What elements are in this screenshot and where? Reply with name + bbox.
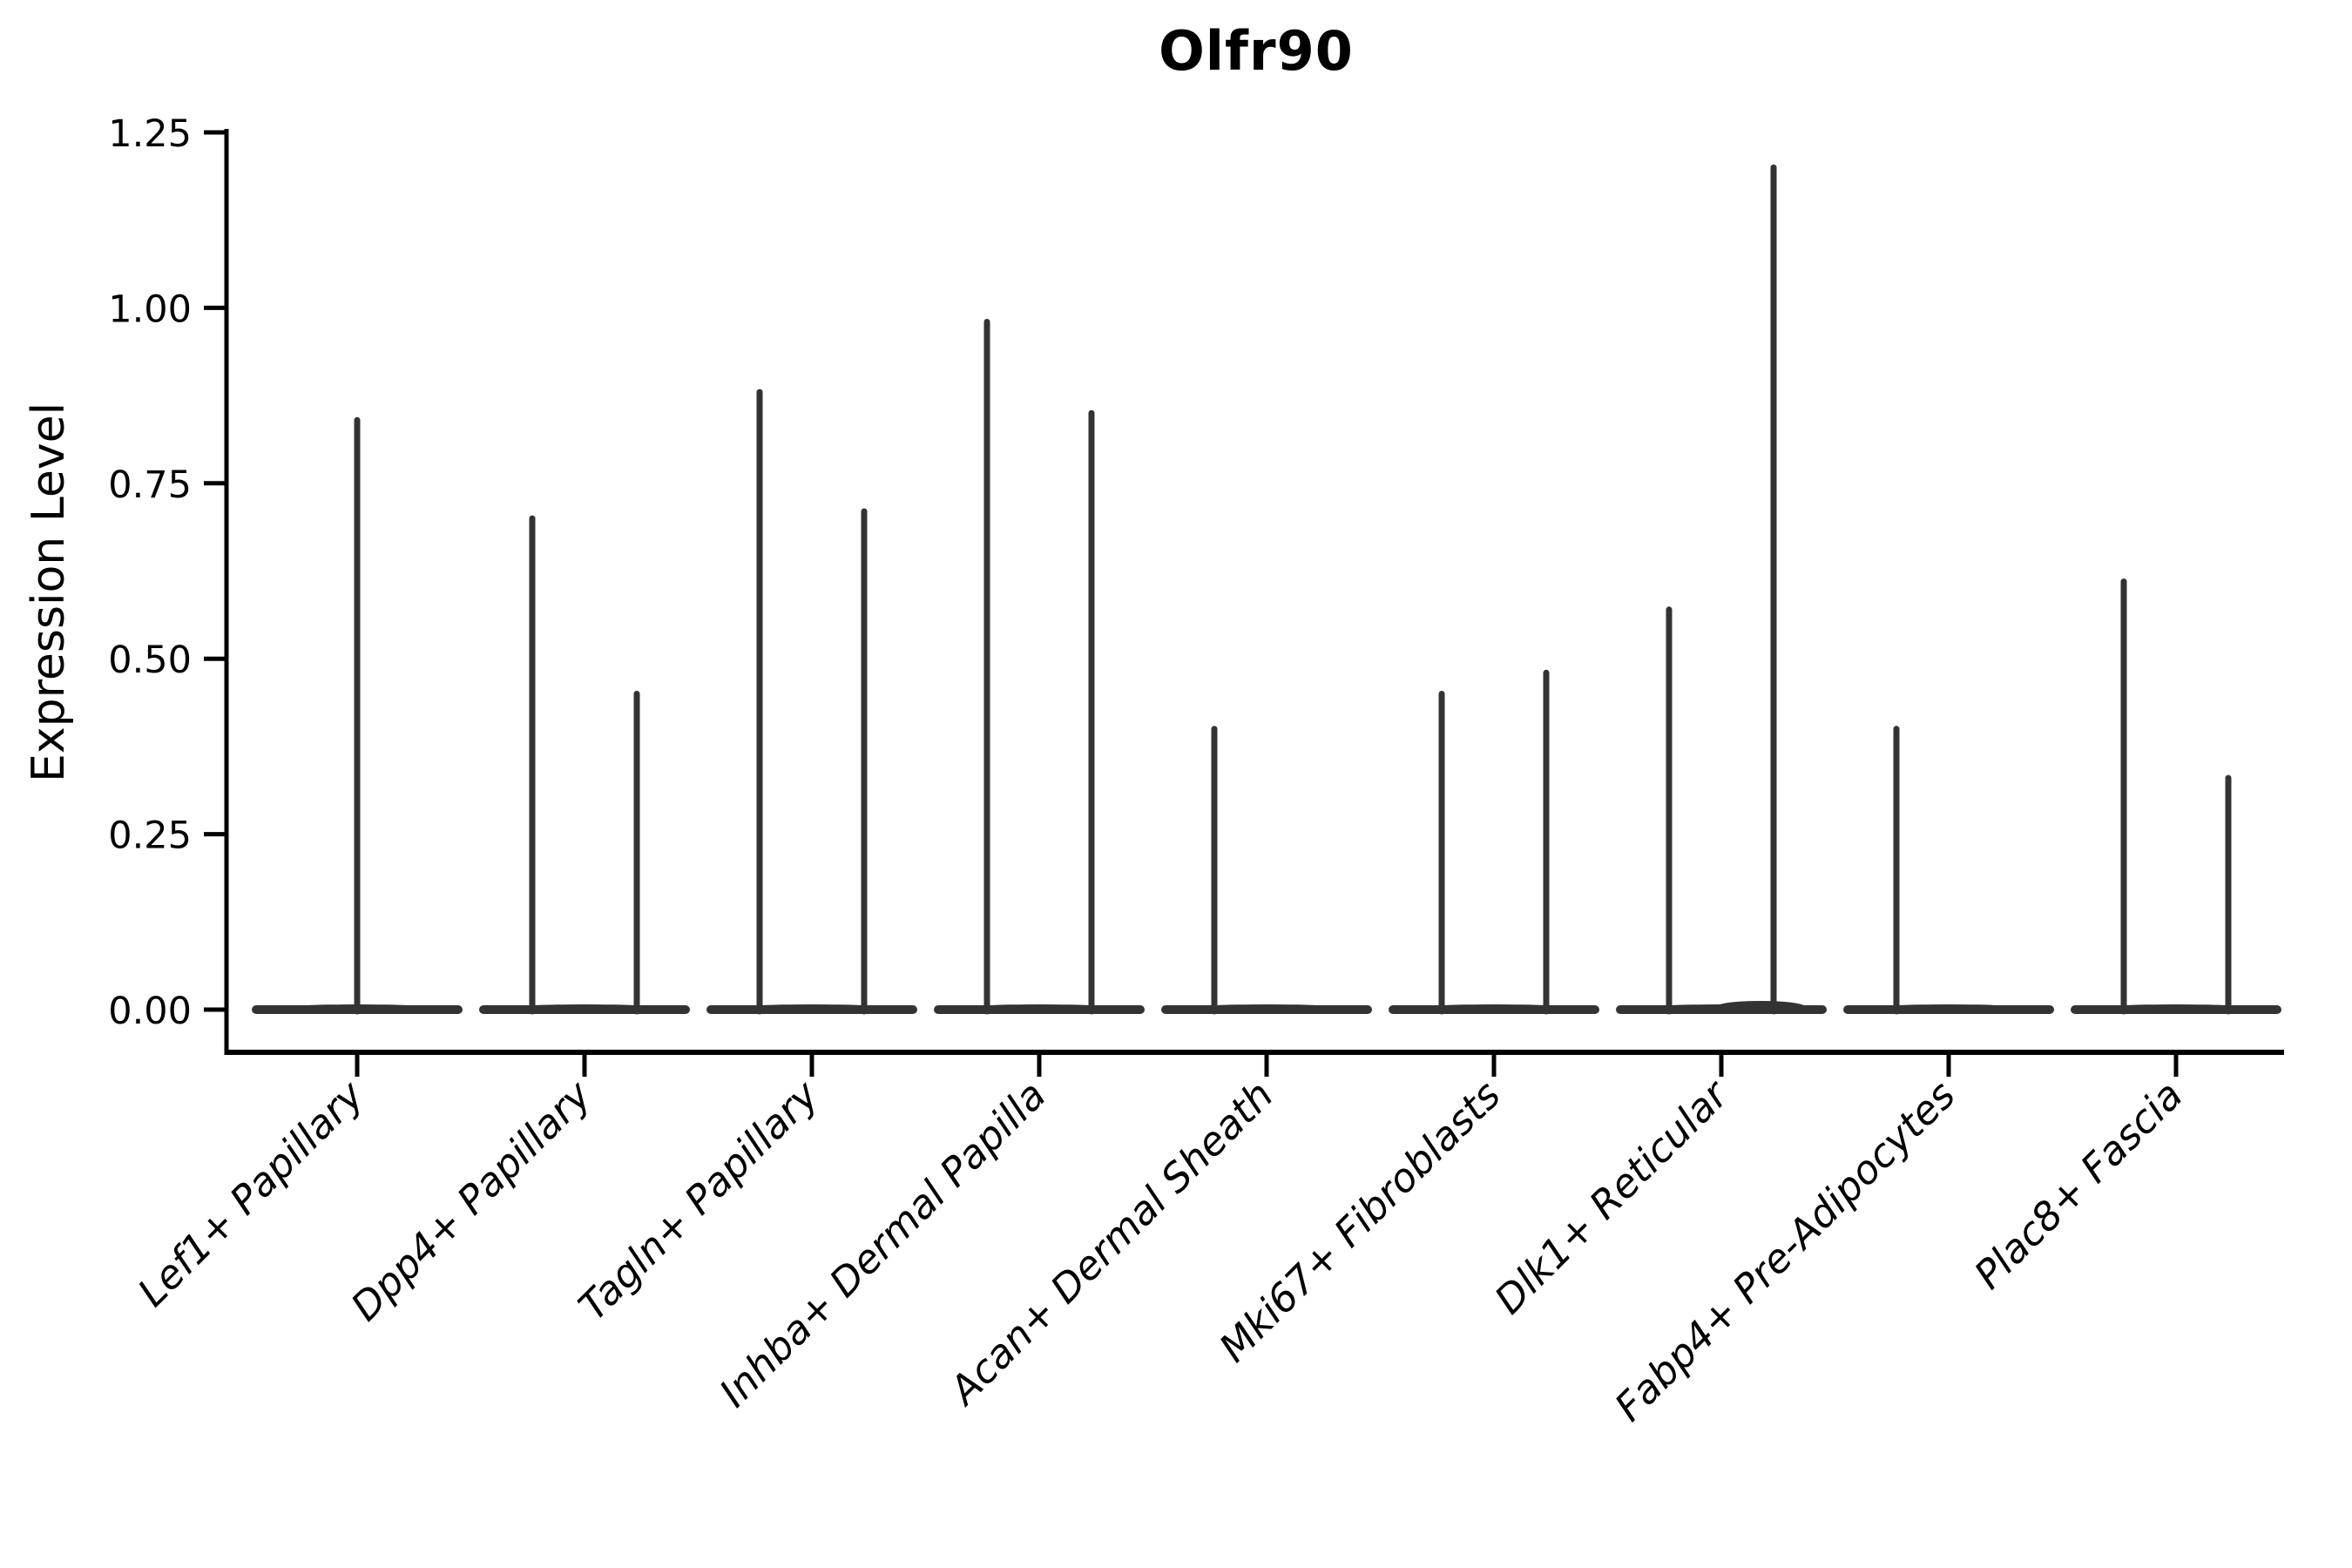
x-tick-label: Lef1+ Papillary bbox=[129, 1071, 374, 1315]
violin-body-lens bbox=[1418, 1004, 1570, 1011]
violin bbox=[1616, 164, 1827, 1015]
violin bbox=[706, 389, 917, 1015]
violin bbox=[934, 319, 1145, 1015]
x-tick-label: Plac8+ Fascia bbox=[1965, 1071, 2192, 1298]
violin bbox=[1843, 726, 2054, 1015]
violin-body-lens bbox=[963, 1004, 1115, 1011]
y-tick-label: 0.00 bbox=[108, 990, 192, 1033]
y-tick-label: 0.50 bbox=[108, 639, 192, 682]
y-tick-label: 0.25 bbox=[108, 814, 192, 858]
x-tick-label: Dpp4+ Papillary bbox=[342, 1071, 601, 1329]
violin bbox=[252, 416, 463, 1015]
y-tick-label: 1.25 bbox=[108, 112, 192, 156]
violin-body-lens bbox=[1191, 1004, 1342, 1011]
y-tick-label: 1.00 bbox=[108, 287, 192, 331]
violin bbox=[1161, 726, 1372, 1015]
chart-title: Olfr90 bbox=[1159, 19, 1354, 83]
violin bbox=[2071, 578, 2281, 1015]
x-tick-label: Tagln+ Papillary bbox=[570, 1071, 828, 1329]
violin bbox=[479, 515, 690, 1015]
y-axis: 0.00 0.25 0.50 0.75 1.00 1.25 bbox=[108, 112, 229, 1055]
violin-base-bulge bbox=[1715, 1001, 1806, 1013]
violin bbox=[1389, 669, 1599, 1015]
violin-body-lens bbox=[736, 1004, 888, 1011]
y-tick-label: 0.75 bbox=[108, 463, 192, 507]
violin-body-lens bbox=[1873, 1004, 2024, 1011]
violin-body-lens bbox=[2100, 1004, 2252, 1011]
x-tick-label: Dlk1+ Reticular bbox=[1485, 1071, 1738, 1323]
violins-layer bbox=[252, 164, 2281, 1015]
violin-body-lens bbox=[509, 1004, 660, 1011]
